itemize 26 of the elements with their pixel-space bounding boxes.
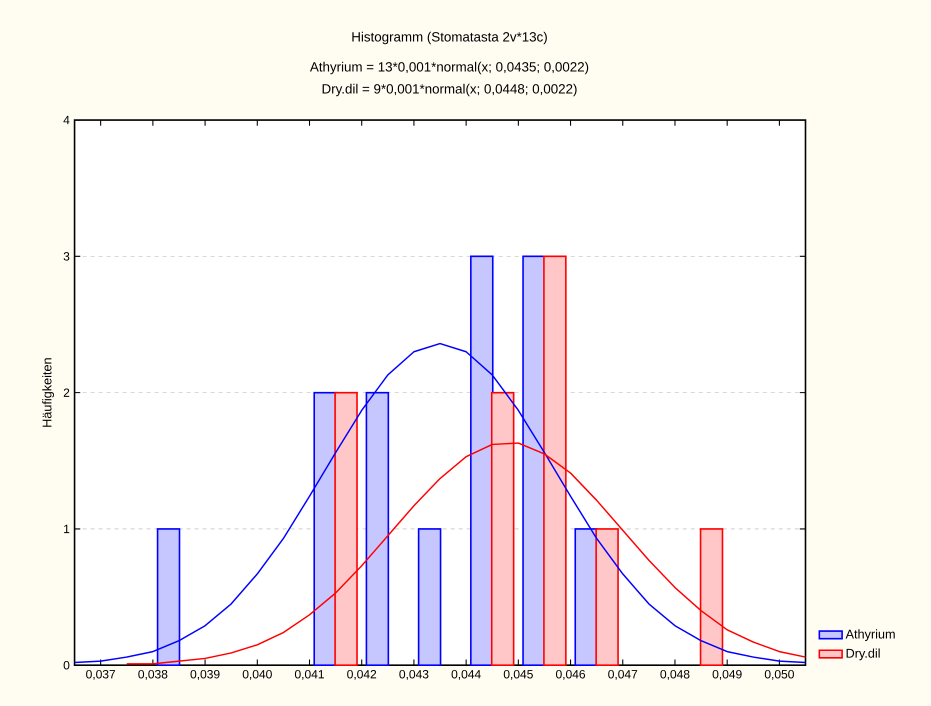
- x-tick-label: 0,044: [452, 670, 481, 680]
- x-tick-label: 0,047: [608, 670, 638, 680]
- text: Athyrium = 13*0,001*normal(x; 0,0435; 0,0022): [310, 62, 588, 74]
- y-tick-label: 0: [64, 660, 70, 670]
- x-tick-label: 0,041: [294, 670, 324, 680]
- x-tick-label: 0,045: [504, 670, 533, 680]
- y-tick-label: 3: [64, 252, 70, 260]
- y-tick-label: 4: [63, 116, 70, 124]
- x-tick-label: 0,037: [86, 670, 116, 680]
- x-tick-label: 0,043: [399, 670, 428, 680]
- x-tick-label: 0,048: [660, 670, 690, 680]
- x-tick-label: 0,039: [190, 670, 220, 680]
- y-tick-label: 1: [64, 524, 70, 533]
- text: Dry.dil = 9*0,001*normal(x; 0,0448; 0,0022): [322, 84, 577, 96]
- y-tick-label: 2: [64, 388, 70, 397]
- x-tick-label: 0,049: [712, 670, 742, 680]
- y-axis-title: Häufigkeiten: [42, 358, 54, 427]
- x-tick-label: 0,040: [242, 670, 272, 680]
- x-tick-label: 0,038: [138, 670, 168, 680]
- bar: [418, 528, 442, 666]
- chart-title: Histogramm (Stomatasta 2v*13c): [352, 32, 547, 44]
- x-tick-label: 0,042: [347, 670, 376, 680]
- x-tick-label: 0,050: [764, 670, 794, 680]
- x-tick-label: 0,046: [556, 670, 586, 680]
- legend-label: Dry.dil: [846, 648, 880, 660]
- legend-label: Athyrium: [846, 629, 895, 641]
